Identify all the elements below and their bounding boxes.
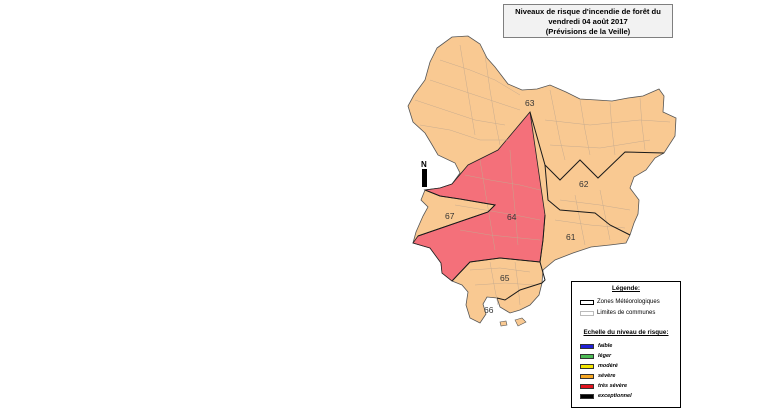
risk-label-exceptionnel: exceptionnel <box>598 393 632 399</box>
legend-zones-row: Zones Météorologiques <box>580 298 660 306</box>
risk-row-leger: léger <box>580 352 611 360</box>
risk-row-exceptionnel: exceptionnel <box>580 392 632 400</box>
risk-row-tres-severe: très sévère <box>580 382 627 390</box>
map-title: Niveaux de risque d'incendie de forêt du… <box>503 4 673 38</box>
north-arrow: N <box>419 160 431 188</box>
risk-row-modere: modéré <box>580 362 618 370</box>
title-line-1: Niveaux de risque d'incendie de forêt du <box>515 7 661 16</box>
department-outline <box>407 35 677 324</box>
legend-zones-label: Zones Météorologiques <box>597 299 660 305</box>
legend-heading: Légende: <box>612 285 640 292</box>
island-2 <box>499 320 508 327</box>
legend-communes-label: Limites de communes <box>597 310 656 316</box>
zone-boundaries <box>417 111 665 301</box>
risk-label-faible: faible <box>598 343 613 349</box>
zone-label-64: 64 <box>507 212 517 222</box>
island-1 <box>514 317 527 327</box>
zone-label-63: 63 <box>525 98 535 108</box>
scale-heading: Echelle du niveau de risque: <box>583 329 669 336</box>
risk-swatch-leger <box>580 353 594 359</box>
north-label: N <box>421 160 427 169</box>
legend: Légende: Zones Météorologiques Limites d… <box>571 281 681 408</box>
zone-label-65: 65 <box>500 273 510 283</box>
commune-line-swatch <box>580 310 594 316</box>
commune-boundaries <box>414 44 671 306</box>
risk-swatch-tres-severe <box>580 383 594 389</box>
legend-communes-row: Limites de communes <box>580 309 655 317</box>
risk-label-leger: léger <box>598 353 612 359</box>
north-arrow-icon <box>422 169 427 187</box>
zone-label-61: 61 <box>566 232 576 242</box>
risk-swatch-faible <box>580 343 594 349</box>
zone-label-66: 66 <box>484 305 494 315</box>
zone-line-swatch <box>580 299 594 305</box>
risk-label-severe: sévère <box>598 373 616 379</box>
risk-swatch-exceptionnel <box>580 393 594 399</box>
zone-label-62: 62 <box>579 179 589 189</box>
title-line-2: vendredi 04 août 2017 <box>548 17 628 26</box>
risk-row-severe: sévère <box>580 372 615 380</box>
zone-label-67: 67 <box>445 211 455 221</box>
risk-label-tres-severe: très sévère <box>598 383 628 389</box>
risk-row-faible: faible <box>580 342 612 350</box>
risk-label-modere: modéré <box>598 363 618 369</box>
risk-swatch-modere <box>580 363 594 369</box>
risk-swatch-severe <box>580 373 594 379</box>
title-line-3: (Prévisions de la Veille) <box>545 27 631 36</box>
